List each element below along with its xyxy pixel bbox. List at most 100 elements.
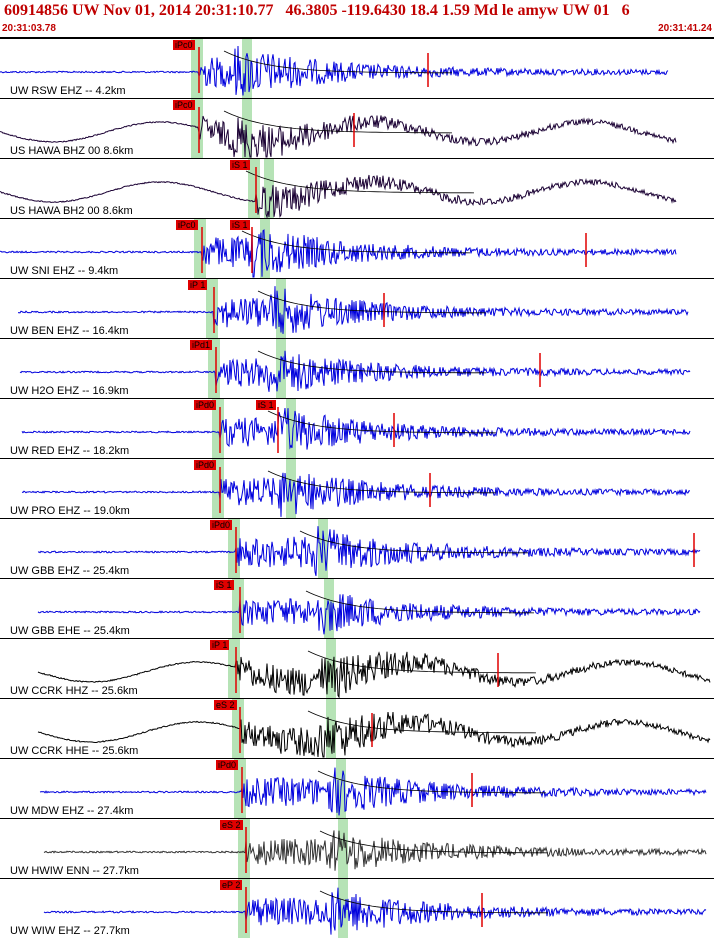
waveform-trace [39, 767, 707, 816]
waveform-trace [43, 830, 707, 871]
s-arrival-band [242, 39, 252, 98]
p-arrival-band [234, 759, 246, 818]
phase-pick-label[interactable]: iPc0 [173, 100, 195, 110]
secondary-pick-label[interactable]: iS 1 [230, 220, 250, 230]
coda-decay-curve [241, 230, 471, 254]
station-channel-label: UW RED EHZ -- 18.2km [10, 445, 130, 457]
station-channel-label: UW WIW EHZ -- 27.7km [10, 925, 130, 937]
waveform-trace [37, 651, 711, 698]
seismogram-panel: iPc0 UW RSW EHZ -- 4.2km [0, 38, 714, 98]
waveform-trace [19, 350, 691, 392]
seismogram-panel: iP 1 UW BEN EHZ -- 16.4km [0, 278, 714, 338]
seismogram-panel: iS 1 US HAWA BH2 00 8.6km [0, 158, 714, 218]
phase-pick-label[interactable]: eS 2 [214, 700, 237, 710]
phase-pick-label[interactable]: eP 2 [220, 880, 243, 890]
seismogram-plot [0, 219, 677, 278]
p-arrival-band [228, 519, 240, 578]
s-arrival-band [318, 519, 328, 578]
waveform-trace [0, 45, 669, 96]
p-arrival-band [212, 459, 224, 518]
waveform-trace [37, 711, 711, 758]
phase-pick-label[interactable]: iPd1 [190, 340, 213, 350]
seismogram-panel: iPd1 UW H2O EHZ -- 16.9km [0, 338, 714, 398]
station-channel-label: UW H2O EHZ -- 16.9km [10, 385, 129, 397]
p-arrival-band [206, 279, 218, 338]
coda-decay-curve [317, 770, 547, 794]
coda-decay-curve [267, 410, 497, 434]
p-arrival-band [248, 159, 260, 218]
coda-decay-curve [319, 830, 549, 854]
coda-decay-curve [257, 290, 487, 314]
seismogram-panel: iS 1 UW GBB EHE -- 25.4km [0, 578, 714, 638]
station-channel-label: UW SNI EHZ -- 9.4km [10, 265, 119, 277]
s-arrival-band [264, 159, 274, 218]
phase-pick-label[interactable]: iPc0 [176, 220, 198, 230]
waveform-trace [21, 472, 691, 517]
coda-decay-curve [257, 350, 487, 374]
seismogram-plot [37, 519, 701, 578]
phase-pick-label[interactable]: iPc0 [173, 40, 195, 50]
seismogram-plot [37, 699, 711, 758]
seismogram-panel: eS 2 UW HWIW ENN -- 27.7km [0, 818, 714, 878]
waveform-trace [37, 526, 701, 577]
p-arrival-band [228, 639, 240, 698]
plot-header: 60914856 UW Nov 01, 2014 20:31:10.77 46.… [0, 0, 714, 38]
waveform-trace [37, 594, 701, 635]
p-arrival-band [232, 579, 244, 638]
phase-pick-label[interactable]: iPd0 [216, 760, 239, 770]
s-arrival-band [286, 399, 296, 458]
phase-pick-label[interactable]: iP 1 [210, 640, 230, 650]
phase-pick-label[interactable]: iP 1 [188, 280, 208, 290]
phase-pick-label[interactable]: eS 2 [220, 820, 243, 830]
coda-decay-curve [245, 170, 475, 194]
coda-decay-curve [307, 710, 537, 734]
s-arrival-band [326, 699, 336, 758]
time-axis-line [0, 37, 714, 38]
station-channel-label: UW RSW EHZ -- 4.2km [10, 85, 126, 97]
seismogram-panel: iPd0 UW PRO EHZ -- 19.0km [0, 458, 714, 518]
station-channel-label: US HAWA BHZ 00 8.6km [10, 145, 134, 157]
end-time-label: 20:31:41.24 [658, 23, 712, 34]
coda-decay-curve [223, 50, 453, 74]
phase-pick-label[interactable]: iS 1 [214, 580, 234, 590]
phase-pick-label[interactable]: iPd0 [194, 400, 217, 410]
p-arrival-band [238, 879, 250, 938]
p-arrival-band [212, 399, 224, 458]
s-arrival-band [286, 459, 296, 518]
station-channel-label: UW GBB EHZ -- 25.4km [10, 565, 130, 577]
seismogram-panel: iP 1 UW CCRK HHZ -- 25.6km [0, 638, 714, 698]
station-channel-label: UW BEN EHZ -- 16.4km [10, 325, 129, 337]
station-channel-label: UW GBB EHE -- 25.4km [10, 625, 130, 637]
coda-decay-curve [267, 470, 497, 494]
seismogram-plot [19, 339, 691, 398]
seismogram-plot [0, 159, 677, 218]
p-arrival-band [238, 819, 250, 878]
phase-pick-label[interactable]: iPd0 [194, 460, 217, 470]
coda-decay-curve [299, 530, 529, 554]
waveform-trace [0, 228, 677, 278]
s-arrival-band [338, 819, 348, 878]
seismogram-panel: eS 2 UW CCRK HHE -- 25.6km [0, 698, 714, 758]
station-channel-label: UW CCRK HHZ -- 25.6km [10, 685, 138, 697]
station-channel-label: UW HWIW ENN -- 27.7km [10, 865, 139, 877]
s-arrival-band [276, 279, 286, 338]
seismogram-panel: iPd0 UW GBB EHZ -- 25.4km [0, 518, 714, 578]
secondary-pick-label[interactable]: iS 1 [256, 400, 276, 410]
seismogram-plot [21, 459, 691, 518]
seismogram-panels: iPc0 UW RSW EHZ -- 4.2km iPc0 US HAWA BHZ 0… [0, 38, 714, 938]
waveform-trace [0, 174, 677, 218]
seismogram-plot [21, 399, 691, 458]
seismogram-plot [17, 279, 689, 338]
seismogram-panel: iPc0 US HAWA BHZ 00 8.6km [0, 98, 714, 158]
seismogram-plot [0, 39, 669, 98]
phase-pick-label[interactable]: iPd0 [210, 520, 233, 530]
coda-decay-curve [319, 890, 549, 914]
coda-decay-curve [223, 110, 453, 134]
seismogram-panel: iPd0 UW MDW EHZ -- 27.4km [0, 758, 714, 818]
seismogram-panel: iPc0 iS 1 UW SNI EHZ -- 9.4km [0, 218, 714, 278]
waveform-trace [21, 407, 691, 450]
phase-pick-label[interactable]: iS 1 [230, 160, 250, 170]
seismogram-panel: iPd0 iS 1 UW RED EHZ -- 18.2km [0, 398, 714, 458]
waveform-trace [43, 887, 707, 935]
p-arrival-band [191, 39, 203, 98]
